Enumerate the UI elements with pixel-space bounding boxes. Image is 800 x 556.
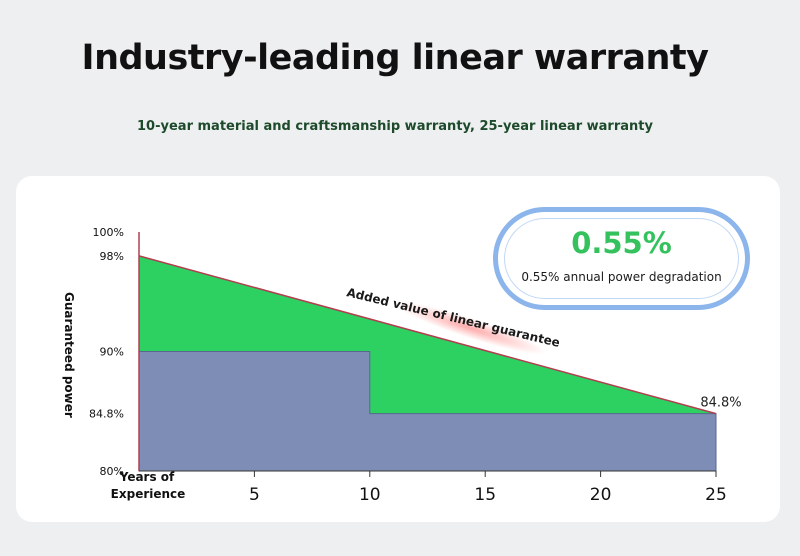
x-tick-label: 5 [249,485,260,505]
badge-caption: 0.55% annual power degradation [521,270,722,284]
x-tick-label: 15 [474,485,496,505]
page-title: Industry-leading linear warranty [81,38,709,78]
x-tick-label: 10 [359,485,381,505]
x-axis-title-line1: Years of [119,470,175,484]
y-tick-label: 90% [100,346,124,359]
x-tick-label: 25 [705,485,727,505]
badge-value: 0.55% [571,226,672,260]
y-tick-label: 80% [100,465,124,478]
y-tick-label: 98% [100,250,124,263]
y-axis-title: Guaranteed power [62,292,76,418]
degradation-line-glow [393,301,547,355]
degradation-line [138,255,717,415]
x-axis-title-line2: Experience [111,487,186,501]
page-subtitle: 10-year material and craftsmanship warra… [137,119,653,134]
x-tick-label: 20 [590,485,612,505]
y-tick-label: 100% [93,226,124,239]
y-tick-label: 84.8% [89,408,124,421]
end-value-label: 84.8% [700,396,741,411]
x-tick-marks [253,471,717,477]
badge-inner-ring [504,218,739,299]
degradation-badge: 0.55% 0.55% annual power degradation [493,207,750,310]
